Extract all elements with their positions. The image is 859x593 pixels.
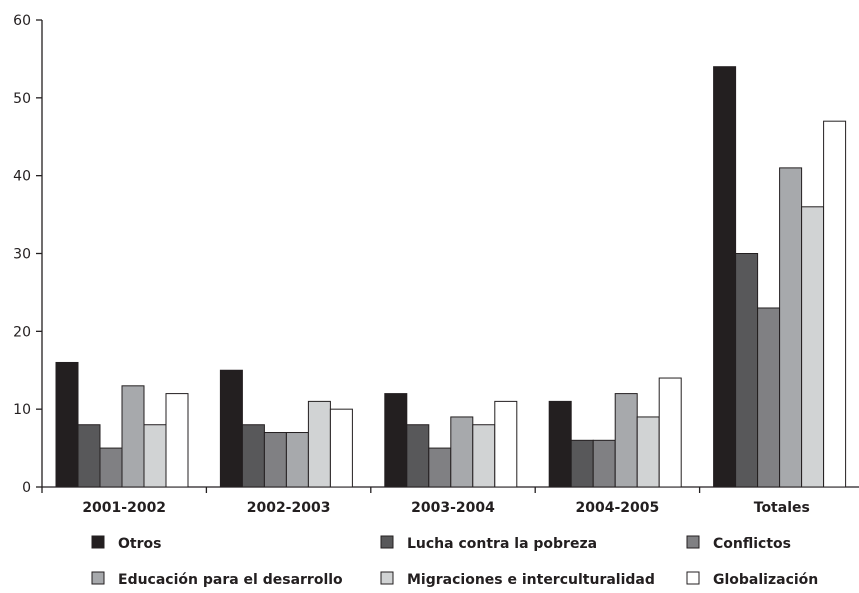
bar-lucha-contra-la-pobreza-2003-2004 <box>406 424 430 488</box>
bar-educacion-para-el-desarrollo-2002-2003 <box>285 432 309 488</box>
bar-educacion-para-el-desarrollo-2003-2004 <box>450 416 474 488</box>
x-tick-label-2001-2002: 2001-2002 <box>82 500 166 516</box>
legend-label-otros: Otros <box>118 536 161 552</box>
bar-educacion-para-el-desarrollo-totales <box>779 167 803 488</box>
bar-otros-2004-2005 <box>548 400 572 488</box>
bar-otros-2003-2004 <box>384 393 408 488</box>
y-tick-label: 40 <box>13 169 31 185</box>
x-tick-label-2003-2004: 2003-2004 <box>411 500 495 516</box>
bar-migraciones-e-interculturalidad-2002-2003 <box>307 400 331 488</box>
legend-swatch-conflictos <box>686 535 700 549</box>
bar-lucha-contra-la-pobreza-2001-2002 <box>77 424 101 488</box>
bar-migraciones-e-interculturalidad-2001-2002 <box>143 424 167 488</box>
bar-otros-2001-2002 <box>55 361 79 488</box>
bar-lucha-contra-la-pobreza-2004-2005 <box>570 439 594 488</box>
legend-label-educacion-para-el-desarrollo: Educación para el desarrollo <box>118 572 343 588</box>
y-tick-label: 10 <box>13 402 31 418</box>
x-tick-label-2004-2005: 2004-2005 <box>576 500 660 516</box>
legend: Otros Lucha contra la pobreza Conflictos Ed… <box>91 535 818 588</box>
bar-globalizacion-2003-2004 <box>494 400 518 488</box>
x-tick-label-2002-2003: 2002-2003 <box>247 500 331 516</box>
y-tick-label: 30 <box>13 247 31 263</box>
bar-lucha-contra-la-pobreza-totales <box>735 253 759 488</box>
bar-conflictos-2002-2003 <box>263 432 287 488</box>
bar-otros-2002-2003 <box>219 369 243 488</box>
y-tick-label: 20 <box>13 324 31 340</box>
legend-label-conflictos: Conflictos <box>713 536 791 552</box>
bar-lucha-contra-la-pobreza-2002-2003 <box>241 424 265 488</box>
legend-label-migraciones-e-interculturalidad: Migraciones e interculturalidad <box>407 572 655 588</box>
bar-migraciones-e-interculturalidad-2004-2005 <box>636 416 660 488</box>
legend-swatch-migraciones-e-interculturalidad <box>380 571 394 585</box>
y-tick-label: 0 <box>22 480 31 496</box>
bar-globalizacion-2001-2002 <box>165 393 189 488</box>
bar-otros-totales <box>713 66 737 488</box>
bar-globalizacion-2004-2005 <box>658 377 682 488</box>
legend-label-globalizacion: Globalización <box>713 572 818 588</box>
bar-conflictos-totales <box>757 307 781 488</box>
legend-label-lucha-contra-la-pobreza: Lucha contra la pobreza <box>407 536 597 552</box>
legend-swatch-lucha-contra-la-pobreza <box>380 535 394 549</box>
legend-swatch-globalizacion <box>686 571 700 585</box>
x-tick-label-totales: Totales <box>754 500 810 516</box>
y-tick-label: 50 <box>13 91 31 107</box>
bar-educacion-para-el-desarrollo-2001-2002 <box>121 385 145 488</box>
bar-globalizacion-2002-2003 <box>329 408 353 488</box>
y-axis: 0 10 20 30 40 50 60 <box>13 13 43 496</box>
bar-conflictos-2001-2002 <box>99 447 123 488</box>
bars <box>55 66 847 488</box>
bar-migraciones-e-interculturalidad-2003-2004 <box>472 424 496 488</box>
bar-educacion-para-el-desarrollo-2004-2005 <box>614 393 638 488</box>
legend-swatch-otros <box>91 535 105 549</box>
bar-migraciones-e-interculturalidad-totales <box>801 206 825 488</box>
legend-swatch-educacion-para-el-desarrollo <box>91 571 105 585</box>
bar-globalizacion-totales <box>823 120 847 488</box>
bar-conflictos-2003-2004 <box>428 447 452 488</box>
x-axis: 2001-2002 2002-2003 2003-2004 2004-2005 Tota… <box>41 486 859 516</box>
bar-conflictos-2004-2005 <box>592 439 616 488</box>
y-tick-label: 60 <box>13 13 31 29</box>
